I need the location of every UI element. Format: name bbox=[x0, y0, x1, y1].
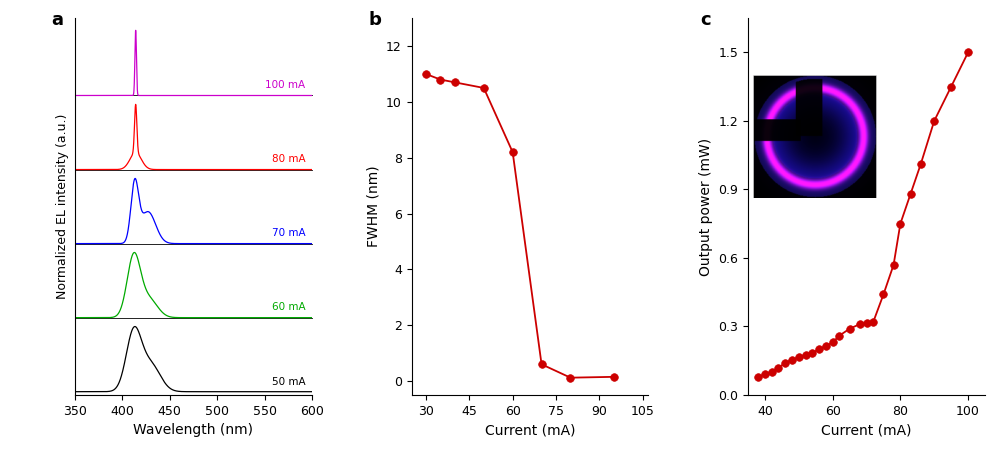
X-axis label: Current (mA): Current (mA) bbox=[485, 423, 575, 437]
X-axis label: Current (mA): Current (mA) bbox=[821, 423, 912, 437]
Text: 80 mA: 80 mA bbox=[272, 154, 305, 164]
X-axis label: Wavelength (nm): Wavelength (nm) bbox=[133, 423, 253, 437]
Text: 60 mA: 60 mA bbox=[272, 302, 305, 312]
Text: 70 mA: 70 mA bbox=[272, 228, 305, 238]
Y-axis label: Output power (mW): Output power (mW) bbox=[699, 138, 713, 276]
Text: a: a bbox=[51, 10, 63, 29]
Text: 100 mA: 100 mA bbox=[265, 80, 305, 90]
Y-axis label: Normalized EL intensity (a.u.): Normalized EL intensity (a.u.) bbox=[56, 114, 69, 299]
Y-axis label: FWHM (nm): FWHM (nm) bbox=[366, 166, 380, 247]
Text: b: b bbox=[369, 10, 382, 29]
Text: c: c bbox=[701, 10, 711, 29]
Text: 50 mA: 50 mA bbox=[272, 376, 305, 386]
